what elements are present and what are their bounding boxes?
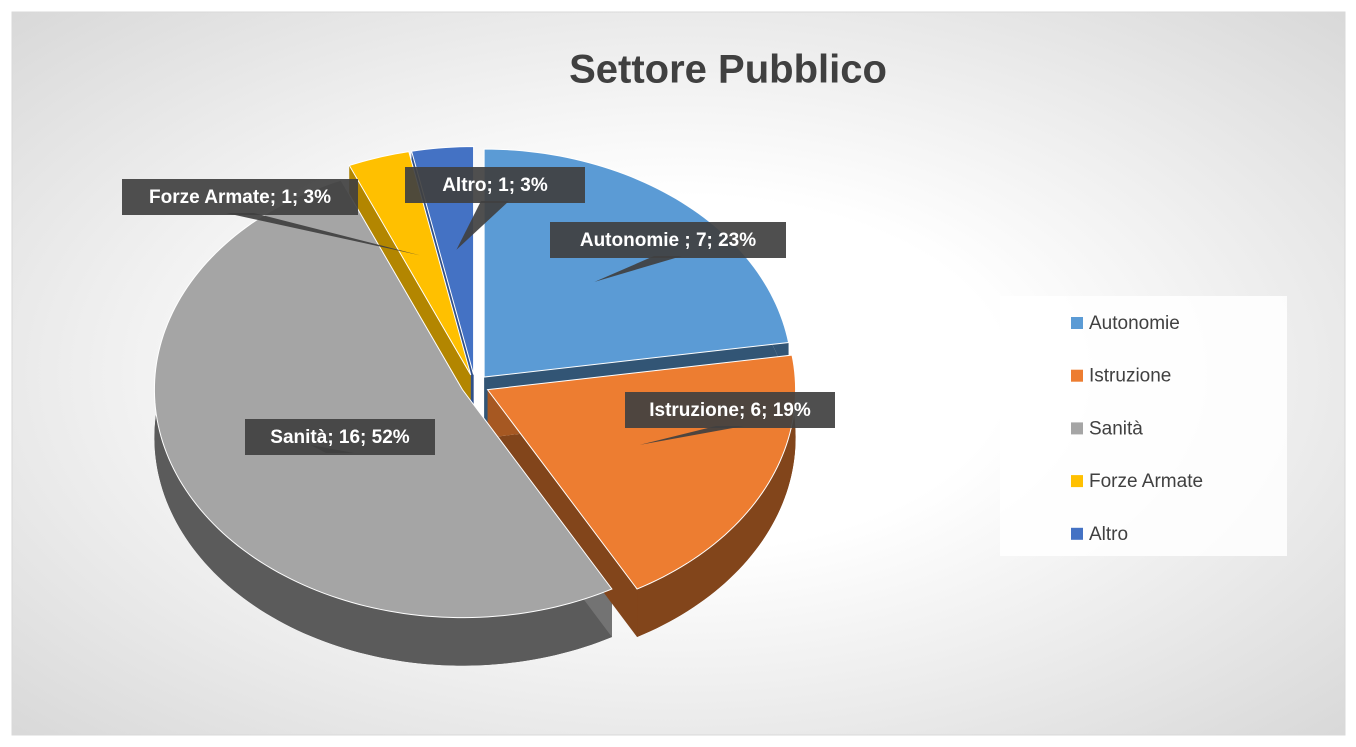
data-label: Forze Armate; 1; 3% <box>149 187 331 208</box>
legend-label: Forze Armate <box>1089 471 1203 492</box>
pie-slice <box>410 146 475 375</box>
pie-slice <box>153 179 613 619</box>
legend-swatch <box>1071 422 1083 435</box>
pie-slice <box>348 151 472 376</box>
data-label-box <box>245 419 435 455</box>
legend-swatch <box>1071 527 1083 540</box>
data-label: Autonomie ; 7; 23% <box>580 230 756 251</box>
legend-swatch <box>1071 475 1083 488</box>
legend-box <box>1000 296 1287 556</box>
label-pointer <box>594 256 682 282</box>
data-label: Altro; 1; 3% <box>442 175 548 196</box>
data-label: Istruzione; 6; 19% <box>649 400 811 421</box>
chart-title: Settore Pubblico <box>569 48 887 92</box>
data-label-box <box>550 222 786 258</box>
legend-label: Sanità <box>1089 418 1143 439</box>
data-label-box <box>405 167 585 203</box>
label-pointer <box>226 213 421 256</box>
legend-label: Autonomie <box>1089 313 1180 334</box>
data-label: Sanità; 16; 52% <box>270 427 409 448</box>
label-pointer <box>456 201 509 250</box>
legend-label: Altro <box>1089 524 1128 545</box>
legend-swatch <box>1071 369 1083 382</box>
slice-side <box>637 355 796 637</box>
label-pointer <box>639 426 744 445</box>
data-label-box <box>122 179 358 215</box>
slice-side <box>154 180 612 666</box>
legend-label: Istruzione <box>1089 366 1171 387</box>
pie-slice <box>483 148 790 378</box>
data-label-box <box>625 392 835 428</box>
legend-swatch <box>1071 317 1083 329</box>
